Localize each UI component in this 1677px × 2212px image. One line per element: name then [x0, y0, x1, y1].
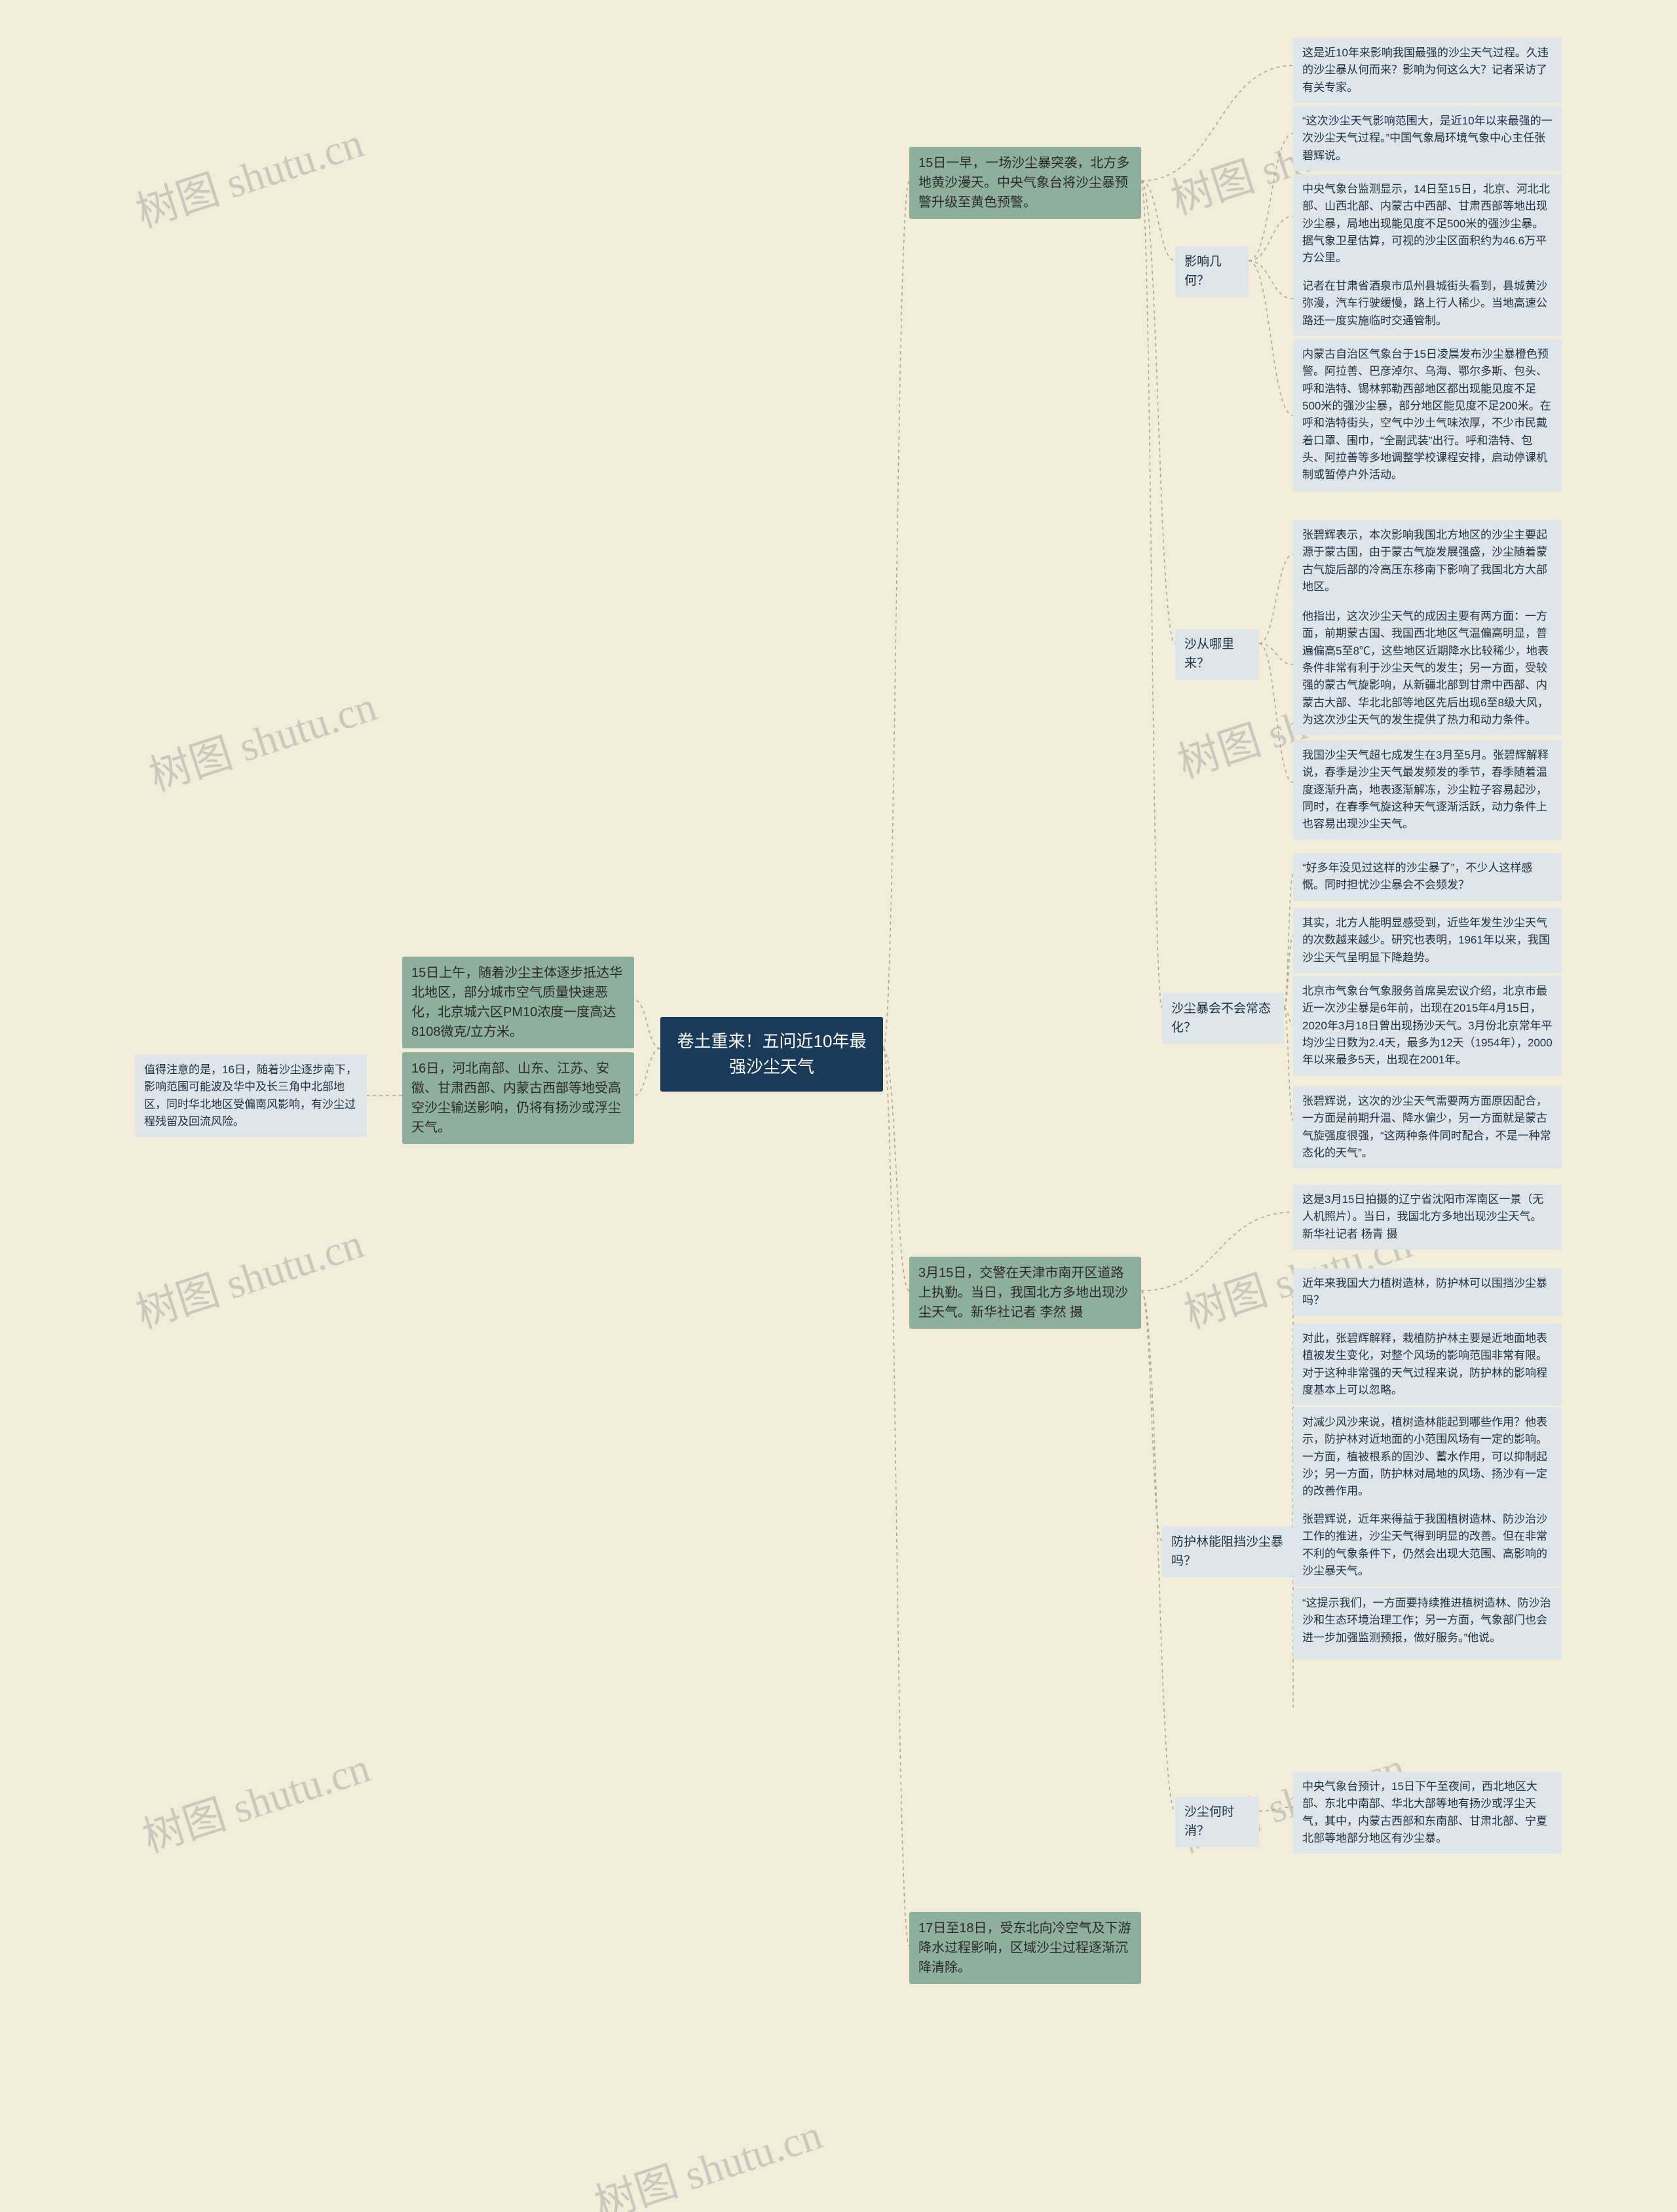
r1-q2-header[interactable]: 沙从哪里来？ [1175, 629, 1259, 679]
mindmap-root[interactable]: 卷土重来！五问近10年最强沙尘天气 [660, 1017, 883, 1092]
watermark: 树图 shutu.cn [128, 1210, 370, 1340]
r1-q2-item[interactable]: 他指出，这次沙尘天气的成因主要有两方面：一方面，前期蒙古国、我国西北地区气温偏高… [1293, 601, 1562, 735]
r1-q1-header[interactable]: 影响几何？ [1175, 246, 1249, 297]
r1-q1-item[interactable]: 内蒙古自治区气象台于15日凌晨发布沙尘暴橙色预警。阿拉善、巴彦淖尔、乌海、鄂尔多… [1293, 339, 1562, 491]
r1-intro[interactable]: 这是近10年来影响我国最强的沙尘天气过程。久违的沙尘暴从何而来？影响为何这么大？… [1293, 38, 1562, 103]
r1-q3-header[interactable]: 沙尘暴会不会常态化？ [1162, 993, 1284, 1044]
r1-q3-item[interactable]: 北京市气象台气象服务首席吴宏议介绍，北京市最近一次沙尘暴是6年前，出现在2015… [1293, 976, 1562, 1076]
r1-q1-item[interactable]: 记者在甘肃省酒泉市瓜州县城街头看到，县城黄沙弥漫，汽车行驶缓慢，路上行人稀少。当… [1293, 271, 1562, 336]
r2-q1-item[interactable]: 张碧辉说，近年来得益于我国植树造林、防沙治沙工作的推进，沙尘天气得到明显的改善。… [1293, 1504, 1562, 1586]
r2-photo-caption[interactable]: 这是3月15日拍摄的辽宁省沈阳市浑南区一景（无人机照片）。当日，我国北方多地出现… [1293, 1185, 1562, 1249]
r1-q1-item[interactable]: “这次沙尘天气影响范围大，是近10年以来最强的一次沙尘天气过程。”中国气象局环境… [1293, 106, 1562, 171]
r2-q2-header[interactable]: 沙尘何时消？ [1175, 1797, 1259, 1847]
r2-q1-item[interactable]: 近年来我国大力植树造林，防护林可以围挡沙尘暴吗？ [1293, 1268, 1562, 1316]
r2-q1-item[interactable]: “这提示我们，一方面要持续推进植树造林、防沙治沙和生态环境治理工作；另一方面，气… [1293, 1588, 1562, 1659]
r1-q2-item[interactable]: 张碧辉表示，本次影响我国北方地区的沙尘主要起源于蒙古国，由于蒙古气旋发展强盛，沙… [1293, 520, 1562, 602]
branch-r2[interactable]: 3月15日，交警在天津市南开区道路上执勤。当日，我国北方多地出现沙尘天气。新华社… [909, 1257, 1141, 1329]
r1-q3-item[interactable]: “好多年没见过这样的沙尘暴了”，不少人这样感慨。同时担忧沙尘暴会不会频发？ [1293, 853, 1562, 901]
branch-r1[interactable]: 15日一早，一场沙尘暴突袭，北方多地黄沙漫天。中央气象台将沙尘暴预警升级至黄色预… [909, 147, 1141, 219]
r2-q1-item[interactable]: 对此，张碧辉解释，栽植防护林主要是近地面地表植被发生变化，对整个风场的影响范围非… [1293, 1324, 1562, 1405]
r1-q3-item[interactable]: 张碧辉说，这次的沙尘天气需要两方面原因配合，一方面是前期升温、降水偏少，另一方面… [1293, 1086, 1562, 1168]
watermark: 树图 shutu.cn [586, 2101, 829, 2212]
r2-q1-item[interactable]: 对减少风沙来说，植树造林能起到哪些作用？他表示，防护林对近地面的小范围风场有一定… [1293, 1407, 1562, 1507]
r2-q1-header[interactable]: 防护林能阻挡沙尘暴吗？ [1162, 1527, 1293, 1577]
r1-q2-item[interactable]: 我国沙尘天气超七成发生在3月至5月。张碧辉解释说，春季是沙尘天气最发频发的季节，… [1293, 740, 1562, 840]
watermark: 树图 shutu.cn [141, 673, 383, 803]
branch-left-2-child[interactable]: 值得注意的是，16日，随着沙尘逐步南下，影响范围可能波及华中及长三角中北部地区，… [135, 1055, 367, 1137]
r1-q3-item[interactable]: 其实，北方人能明显感受到，近些年发生沙尘天气的次数越来越少。研究也表明，1961… [1293, 908, 1562, 973]
watermark: 树图 shutu.cn [128, 109, 370, 239]
r2-q2-item[interactable]: 中央气象台预计，15日下午至夜间，西北地区大部、东北中南部、华北大部等地有扬沙或… [1293, 1772, 1562, 1854]
mindmap-canvas: 树图 shutu.cn 树图 shutu.cn 树图 shutu.cn 树图 s… [0, 0, 1677, 2212]
branch-r3[interactable]: 17日至18日，受东北向冷空气及下游降水过程影响，区域沙尘过程逐渐沉降清除。 [909, 1912, 1141, 1984]
branch-left-2[interactable]: 16日，河北南部、山东、江苏、安徽、甘肃西部、内蒙古西部等地受高空沙尘输送影响，… [402, 1052, 634, 1144]
r1-q1-item[interactable]: 中央气象台监测显示，14日至15日，北京、河北北部、山西北部、内蒙古中西部、甘肃… [1293, 174, 1562, 274]
watermark: 树图 shutu.cn [134, 1734, 377, 1864]
branch-left-1[interactable]: 15日上午，随着沙尘主体逐步抵达华北地区，部分城市空气质量快速恶化，北京城六区P… [402, 957, 634, 1048]
